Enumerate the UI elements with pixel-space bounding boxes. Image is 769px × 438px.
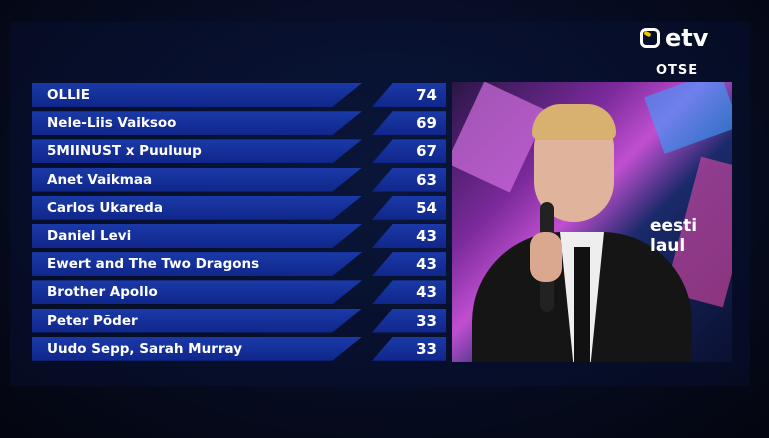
contestant-name: Daniel Levi — [47, 227, 132, 244]
contestant-score: 33 — [416, 339, 437, 358]
scoreboard-row: OLLIE 74 — [32, 83, 446, 107]
contestant-score: 69 — [416, 114, 437, 133]
live-label: OTSE — [656, 63, 699, 78]
presenter-hand — [530, 232, 562, 282]
score-bar: 54 — [372, 195, 446, 220]
score-bar: 43 — [372, 223, 446, 248]
contestant-name-bar: OLLIE — [32, 83, 362, 107]
contestant-name-bar: Daniel Levi — [32, 223, 362, 248]
score-bar: 69 — [372, 111, 446, 136]
contestant-name: Carlos Ukareda — [47, 199, 163, 216]
scoreboard-row: Nele-Liis Vaiksoo 69 — [32, 111, 446, 136]
contestant-score: 74 — [416, 86, 437, 104]
contestant-score: 67 — [416, 142, 437, 161]
contestant-name-bar: Nele-Liis Vaiksoo — [32, 111, 362, 136]
contestant-score: 54 — [416, 198, 437, 217]
contestant-name: Brother Apollo — [47, 284, 158, 301]
presenter-hair — [532, 104, 616, 140]
scoreboard-row: Peter Põder 33 — [32, 308, 446, 333]
contestant-name-bar: Peter Põder — [32, 308, 362, 333]
scoreboard-row: Carlos Ukareda 54 — [32, 195, 446, 220]
presenter-tie — [574, 247, 590, 362]
contestant-score: 43 — [416, 226, 437, 245]
score-bar: 33 — [372, 308, 446, 333]
contestant-name: OLLIE — [47, 87, 90, 103]
contestant-name-bar: Uudo Sepp, Sarah Murray — [32, 336, 362, 361]
contestant-name: 5MIINUST x Puuluup — [47, 143, 202, 160]
contestant-name: Uudo Sepp, Sarah Murray — [47, 340, 243, 357]
contestant-name: Anet Vaikmaa — [47, 171, 153, 188]
scoreboard-row: Daniel Levi 43 — [32, 223, 446, 248]
stage-light-shape — [644, 82, 732, 154]
score-bar: 63 — [372, 167, 446, 192]
contestant-score: 43 — [416, 255, 437, 274]
contestant-name: Nele-Liis Vaiksoo — [47, 115, 177, 132]
scoreboard-row: Uudo Sepp, Sarah Murray 33 — [32, 336, 446, 361]
video-inset: eesti laul — [452, 82, 732, 362]
contestant-name-bar: Ewert and The Two Dragons — [32, 252, 362, 277]
scoreboard-row: 5MIINUST x Puuluup 67 — [32, 139, 446, 164]
score-bar: 43 — [372, 252, 446, 277]
etv-logo: etv — [640, 26, 708, 50]
score-bar: 74 — [372, 83, 446, 107]
contestant-name-bar: 5MIINUST x Puuluup — [32, 139, 362, 164]
etv-logo-text: etv — [665, 24, 709, 52]
score-bar: 67 — [372, 139, 446, 164]
contestant-score: 63 — [416, 170, 437, 189]
contestant-name: Ewert and The Two Dragons — [47, 256, 260, 273]
contestant-name-bar: Brother Apollo — [32, 280, 362, 305]
etv-logo-icon — [640, 28, 660, 48]
score-bar: 33 — [372, 336, 446, 361]
score-bar: 43 — [372, 280, 446, 305]
contestant-name: Peter Põder — [47, 312, 138, 329]
scoreboard-row: Ewert and The Two Dragons 43 — [32, 252, 446, 277]
scoreboard-row: Anet Vaikmaa 63 — [32, 167, 446, 192]
scoreboard-row: Brother Apollo 43 — [32, 280, 446, 305]
scoreboard: OLLIE 74 Nele-Liis Vaiksoo 69 5MIINUST x Puu… — [32, 83, 446, 365]
contestant-score: 33 — [416, 311, 437, 330]
contestant-score: 43 — [416, 283, 437, 302]
contestant-name-bar: Anet Vaikmaa — [32, 167, 362, 192]
contestant-name-bar: Carlos Ukareda — [32, 195, 362, 220]
eesti-laul-logo: eesti laul — [650, 216, 698, 256]
